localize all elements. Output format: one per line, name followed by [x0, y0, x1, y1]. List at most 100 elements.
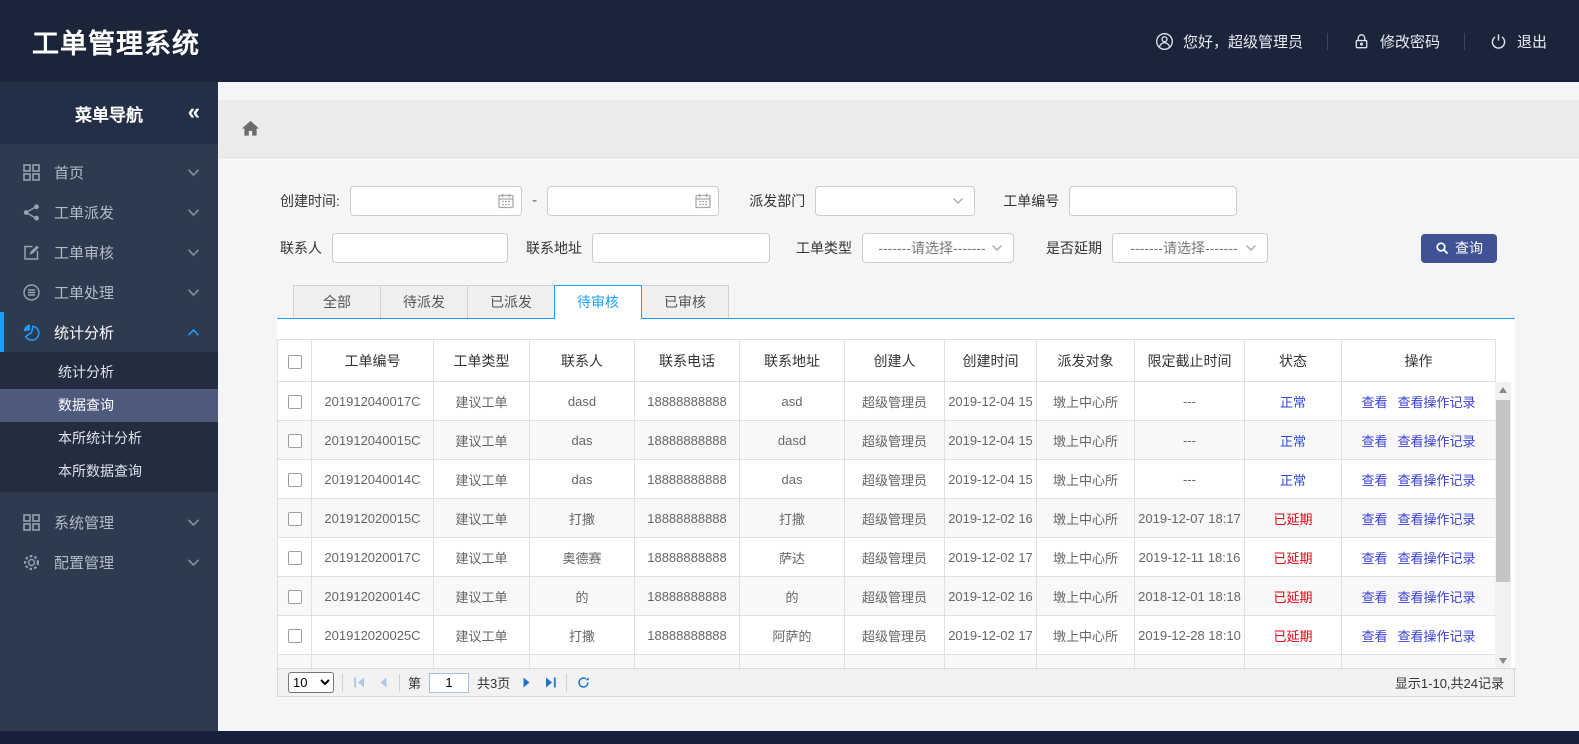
view-link[interactable]: 查看 [1361, 472, 1388, 488]
header-right: 您好，超级管理员 修改密码 退出 [1155, 31, 1547, 52]
chevron-up-icon [187, 326, 200, 339]
sidebar-item-2[interactable]: 工单审核 [0, 232, 218, 272]
column-header: 限定截止时间 [1134, 339, 1245, 382]
last-page-button[interactable] [542, 675, 558, 691]
view-link[interactable]: 查看 [1361, 628, 1388, 644]
address-input[interactable] [592, 233, 770, 263]
row-checkbox[interactable] [287, 550, 302, 565]
actions-cell: 查看 查看操作记录 [1341, 420, 1496, 460]
row-checkbox[interactable] [287, 394, 302, 409]
page-size-select[interactable]: 10 [288, 672, 334, 693]
view-log-link[interactable]: 查看操作记录 [1397, 511, 1476, 527]
delay-select[interactable]: -------请选择------- [1112, 233, 1268, 263]
logout-link[interactable]: 退出 [1489, 31, 1547, 52]
view-link[interactable]: 查看 [1361, 433, 1388, 449]
divider [1463, 32, 1465, 50]
sidebar-item-label: 工单审核 [54, 244, 115, 262]
scroll-down-button[interactable] [1495, 653, 1511, 668]
chevron-down-icon [187, 206, 200, 219]
tab-4[interactable]: 已审核 [641, 285, 729, 318]
first-page-button[interactable] [351, 675, 367, 691]
view-link[interactable]: 查看 [1361, 550, 1388, 566]
record-summary: 显示1-10,共24记录 [1394, 676, 1504, 691]
row-checkbox[interactable] [287, 589, 302, 604]
column-header: 联系电话 [634, 339, 740, 382]
view-log-link[interactable]: 查看操作记录 [1397, 589, 1476, 605]
app-header: 工单管理系统 您好，超级管理员 修改密码 退出 [0, 0, 1579, 82]
vertical-scrollbar[interactable] [1495, 382, 1511, 668]
select-all-checkbox[interactable] [287, 354, 302, 369]
refresh-button[interactable] [575, 675, 591, 691]
sidebar-submenu: 统计分析数据查询本所统计分析 本所数据查询 [0, 352, 218, 492]
view-log-link[interactable]: 查看操作记录 [1397, 394, 1476, 410]
column-header: 联系人 [529, 339, 635, 382]
sidebar-item-6[interactable]: 配置管理 [0, 542, 218, 582]
sidebar-title: 菜单导航 [75, 105, 143, 125]
sidebar-subitem[interactable]: 本所统计分析 [58, 430, 142, 446]
view-link[interactable]: 查看 [1361, 394, 1388, 410]
change-password-link[interactable]: 修改密码 [1352, 31, 1440, 52]
sidebar-subitem[interactable]: 统计分析 [58, 364, 114, 380]
pagination-bar: 10 第 共3页 显示1-10,共24记录 [277, 668, 1515, 697]
gear-icon [22, 553, 41, 572]
tab-2[interactable]: 已派发 [467, 285, 555, 318]
tab-0[interactable]: 全部 [293, 285, 381, 318]
column-header: 创建时间 [944, 339, 1037, 382]
scrollbar-thumb[interactable] [1496, 400, 1510, 582]
next-page-button[interactable] [518, 675, 534, 691]
sidebar-subitem[interactable]: 本所数据查询 [58, 463, 142, 479]
cell-contact: 打撒 [529, 498, 635, 538]
cell-address: dasd [739, 420, 845, 460]
cell-created: 2019-12-02 17 [944, 537, 1037, 577]
sidebar-title-bar: 菜单导航 « [0, 82, 218, 144]
row-checkbox[interactable] [287, 433, 302, 448]
cell-target: 墩上中心所 [1036, 615, 1135, 655]
order-type-select[interactable]: -------请选择------- [862, 233, 1014, 263]
cell-type: 建议工单 [433, 459, 530, 499]
collapse-sidebar-icon[interactable]: « [187, 98, 200, 124]
column-header: 操作 [1341, 339, 1496, 382]
cell-deadline: 2018-12-01 18:18 [1134, 576, 1245, 616]
row-checkbox[interactable] [287, 628, 302, 643]
order-type-label: 工单类型 [796, 240, 852, 256]
prev-page-button[interactable] [375, 675, 391, 691]
dispatch-dept-select[interactable] [815, 186, 976, 216]
tab-3[interactable]: 待审核 [554, 285, 642, 319]
row-checkbox[interactable] [287, 511, 302, 526]
sidebar-item-label: 配置管理 [54, 554, 115, 572]
page-number-input[interactable] [429, 672, 470, 693]
sidebar-item-0[interactable]: 首页 [0, 152, 218, 192]
cell-phone: 18888888888 [634, 381, 740, 421]
actions-cell: 查看 查看操作记录 [1341, 537, 1496, 577]
cell-creator: 超级管理员 [844, 498, 945, 538]
table-row: 201912020017C 建议工单 奥德赛 18888888888 萨达 超级管理员 20… [277, 537, 1496, 577]
cell-order_no: 201912020025C [311, 615, 434, 655]
create-time-start-input[interactable] [349, 186, 522, 216]
home-icon[interactable] [240, 118, 261, 139]
view-link[interactable]: 查看 [1361, 589, 1388, 605]
sidebar-item-1[interactable]: 工单派发 [0, 192, 218, 232]
scroll-up-button[interactable] [1495, 382, 1511, 397]
search-icon [1436, 242, 1449, 255]
row-checkbox[interactable] [287, 472, 302, 487]
create-time-end-input[interactable] [547, 186, 720, 216]
cell-creator: 超级管理员 [844, 420, 945, 460]
sidebar-subitem[interactable]: 数据查询 [0, 389, 218, 422]
search-button[interactable]: 查询 [1421, 233, 1497, 263]
cell-contact: das [529, 420, 635, 460]
cell-phone: 18888888888 [634, 615, 740, 655]
chevron-down-icon [1246, 245, 1256, 251]
view-log-link[interactable]: 查看操作记录 [1397, 628, 1476, 644]
view-log-link[interactable]: 查看操作记录 [1397, 433, 1476, 449]
contact-input[interactable] [332, 233, 508, 263]
actions-cell: 查看 查看操作记录 [1341, 615, 1496, 655]
view-log-link[interactable]: 查看操作记录 [1397, 550, 1476, 566]
sidebar-item-4[interactable]: 统计分析 [0, 312, 218, 352]
view-log-link[interactable]: 查看操作记录 [1397, 472, 1476, 488]
order-no-input[interactable] [1069, 186, 1238, 216]
view-link[interactable]: 查看 [1361, 511, 1388, 527]
sidebar-item-3[interactable]: 工单处理 [0, 272, 218, 312]
cell-contact: dasd [529, 381, 635, 421]
sidebar-item-5[interactable]: 系统管理 [0, 502, 218, 542]
tab-1[interactable]: 待派发 [380, 285, 468, 318]
